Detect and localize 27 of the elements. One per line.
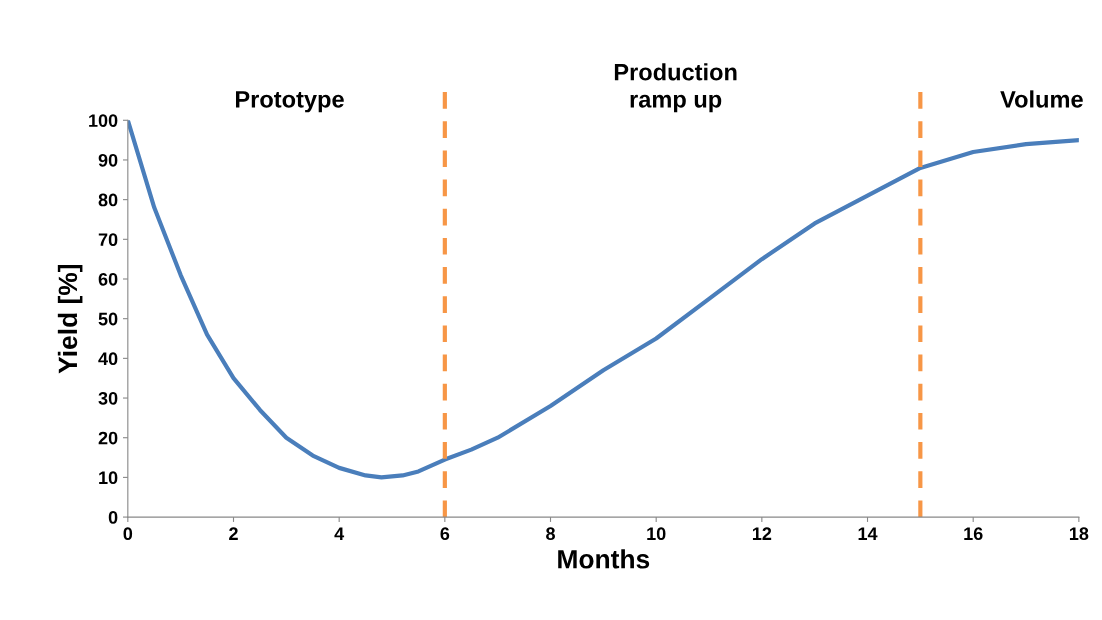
x-tick-label: 6 <box>440 527 450 541</box>
y-tick-label: 80 <box>98 193 118 207</box>
y-tick-label: 30 <box>98 391 118 405</box>
y-tick-label: 90 <box>98 153 118 167</box>
x-tick-label: 18 <box>1069 527 1089 541</box>
y-tick-label: 70 <box>98 233 118 247</box>
x-tick-label: 12 <box>752 527 772 540</box>
x-tick-label: 16 <box>964 527 983 541</box>
x-axis-title: Months <box>558 549 650 569</box>
y-tick-label: 10 <box>99 471 118 485</box>
x-tick-label: 14 <box>858 527 878 540</box>
y-tick-label: 50 <box>98 312 118 326</box>
x-tick-label: 10 <box>647 527 666 541</box>
x-tick-label: 4 <box>334 527 345 540</box>
y-tick-label: 0 <box>108 511 118 524</box>
y-tick-label: 60 <box>98 272 118 286</box>
x-tick-label: 0 <box>123 527 133 541</box>
text: Prototype <box>235 91 344 113</box>
y-tick-label: 100 <box>89 114 118 127</box>
line-series <box>127 120 1079 480</box>
y-tick-label: 40 <box>98 352 118 366</box>
text: Volume <box>1000 90 1083 108</box>
y-tick-label: 20 <box>98 431 118 445</box>
y-axis-title: Yield [%] <box>57 264 83 374</box>
x-tick-label: 2 <box>229 527 238 540</box>
x-tick-label: 8 <box>546 527 555 541</box>
text: Production ramp up <box>614 63 737 113</box>
